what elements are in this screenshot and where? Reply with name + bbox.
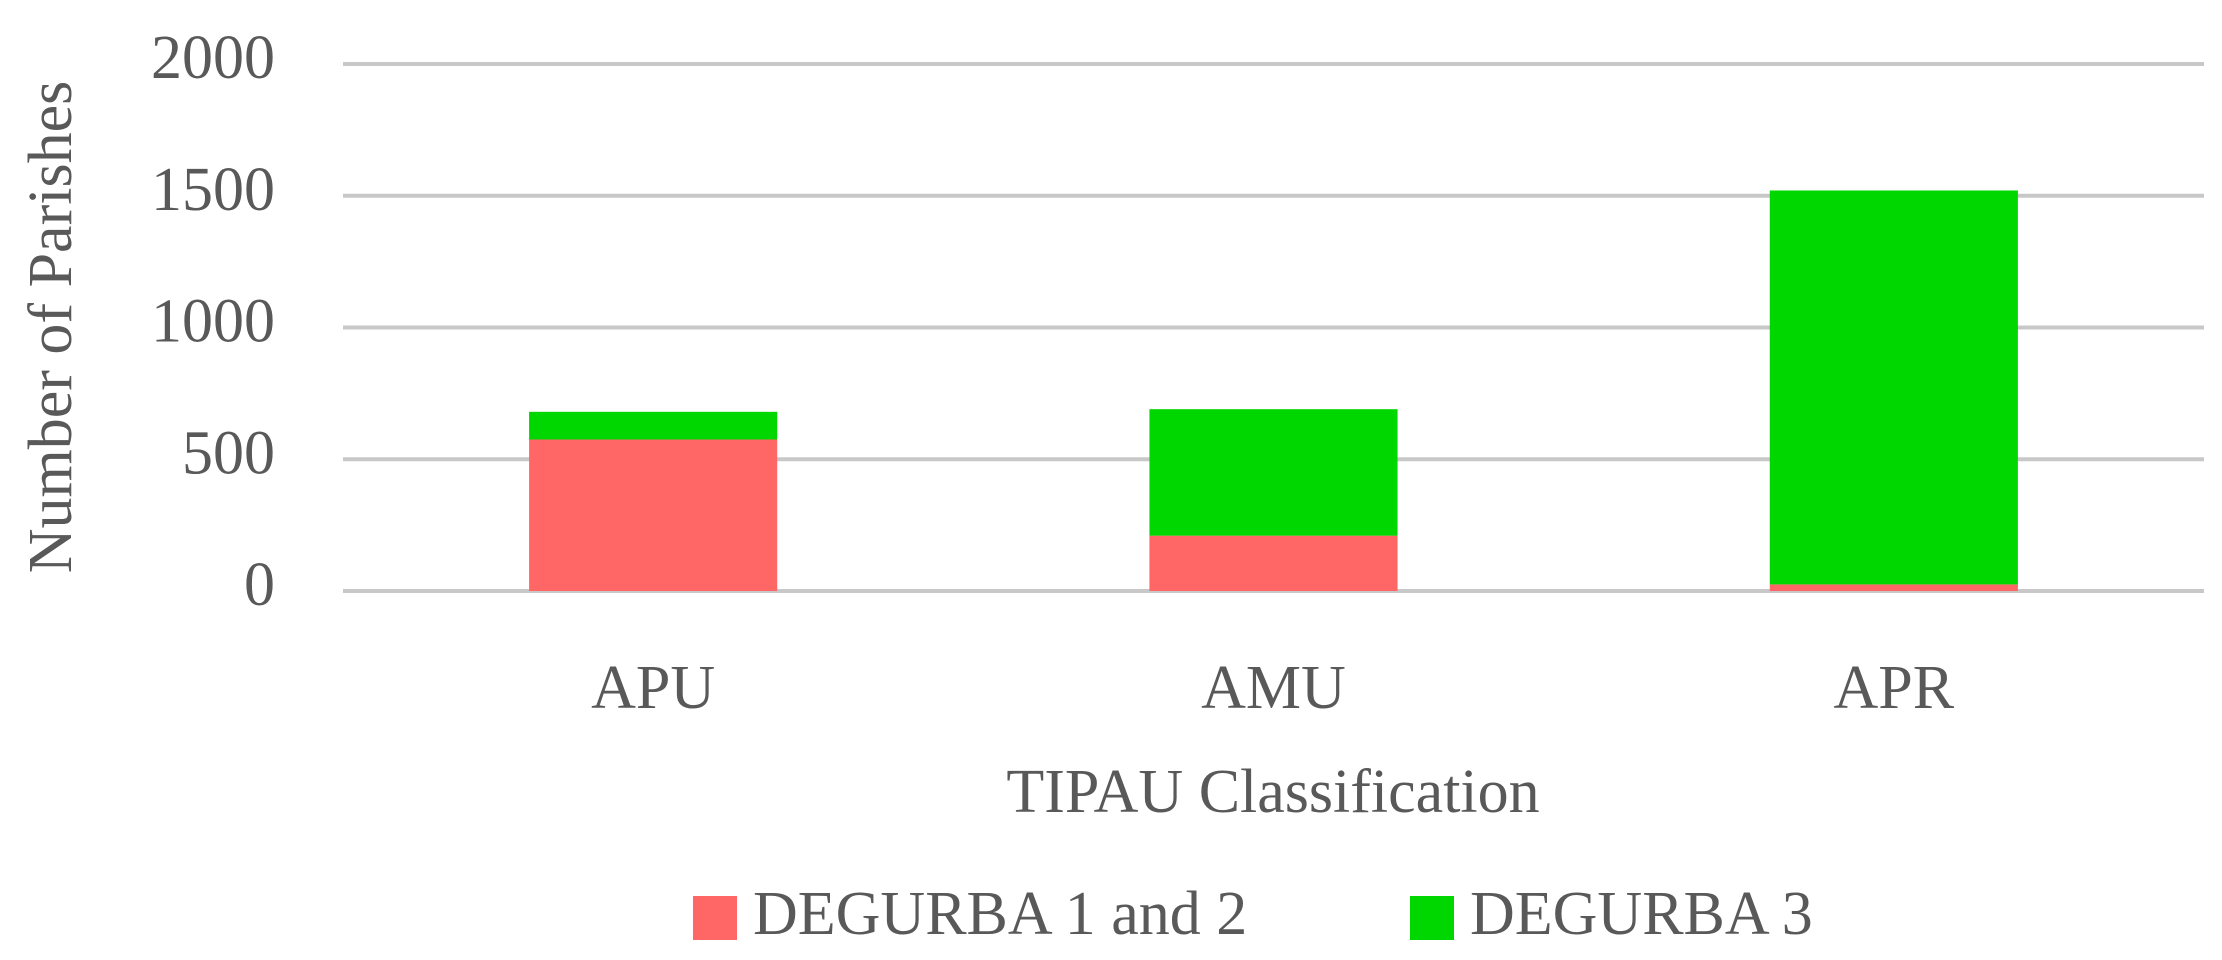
bar-segment bbox=[529, 439, 778, 591]
y-tick-label: 1500 bbox=[151, 156, 275, 224]
y-axis-title: Number of Parishes bbox=[17, 81, 85, 573]
x-axis-title: TIPAU Classification bbox=[1006, 758, 1539, 826]
legend-swatch bbox=[1410, 896, 1454, 940]
bar-segment bbox=[1149, 535, 1398, 591]
x-tick-label: APU bbox=[591, 654, 715, 722]
y-tick-label: 0 bbox=[244, 551, 275, 619]
bar-segment bbox=[1149, 409, 1398, 536]
legend-swatch bbox=[693, 896, 737, 940]
y-tick-label: 2000 bbox=[151, 24, 275, 92]
legend-label: DEGURBA 1 and 2 bbox=[753, 880, 1247, 948]
legend-label: DEGURBA 3 bbox=[1470, 880, 1813, 948]
bar-segment bbox=[1769, 584, 2018, 591]
x-tick-label: APR bbox=[1834, 654, 1955, 722]
bar-segment bbox=[529, 411, 778, 440]
bar-segment bbox=[1769, 190, 2018, 585]
y-tick-label: 500 bbox=[182, 419, 275, 487]
y-tick-label: 1000 bbox=[151, 288, 275, 356]
x-tick-label: AMU bbox=[1201, 654, 1346, 722]
